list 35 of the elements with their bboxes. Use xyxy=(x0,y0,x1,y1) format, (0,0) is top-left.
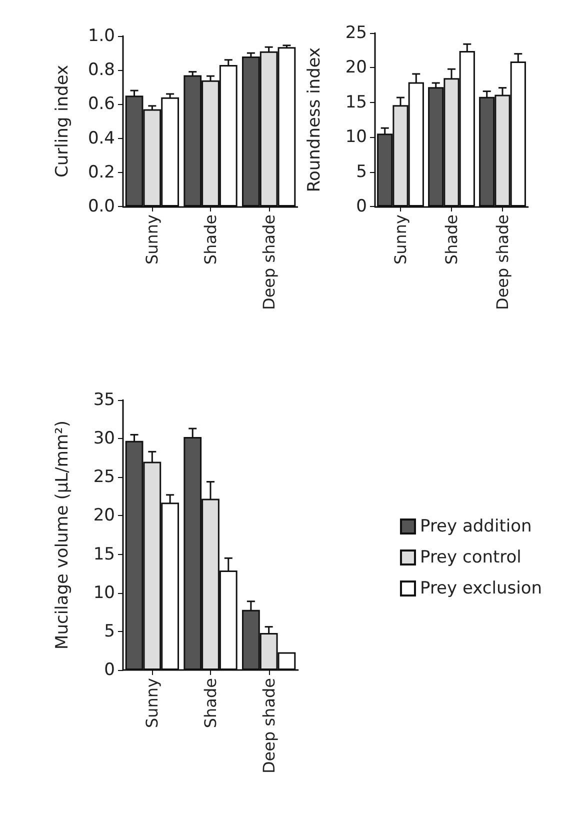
x-tick-label: Deep shade xyxy=(259,214,278,310)
x-tick-label: Sunny xyxy=(142,678,162,728)
y-tick-label: 0.2 xyxy=(88,162,115,182)
y-axis-title: Curling index xyxy=(52,64,72,178)
y-tick-label: 20 xyxy=(93,506,115,526)
y-tick-label: 15 xyxy=(93,544,115,564)
x-tick-label: Sunny xyxy=(391,214,410,265)
y-tick-label: 25 xyxy=(345,23,367,43)
y-tick-label: 10 xyxy=(345,127,367,148)
y-tick-label: 0.8 xyxy=(88,60,115,80)
x-tick-label: Shade xyxy=(201,214,220,265)
y-tick-label: 5 xyxy=(356,162,367,182)
x-tick-label: Deep shade xyxy=(493,214,512,310)
legend-label: Prey control xyxy=(420,548,522,568)
y-tick-label: 0.6 xyxy=(88,94,115,114)
y-tick-label: 20 xyxy=(345,58,367,78)
y-tick-label: 5 xyxy=(104,621,115,642)
x-tick-label: Sunny xyxy=(142,214,162,265)
legend-label: Prey addition xyxy=(420,516,532,536)
y-tick-label: 30 xyxy=(93,428,115,449)
x-tick-label: Shade xyxy=(442,214,461,265)
y-tick-label: 15 xyxy=(345,92,367,112)
x-tick-label: Shade xyxy=(201,678,220,728)
y-tick-label: 0.0 xyxy=(88,196,115,216)
y-axis-title: Roundness index xyxy=(304,47,324,192)
y-tick-label: 0 xyxy=(356,196,367,216)
y-axis-title: Mucilage volume (μL/mm²) xyxy=(52,420,72,650)
legend-label: Prey exclusion xyxy=(420,578,542,598)
y-tick-label: 25 xyxy=(93,467,115,488)
y-tick-label: 0 xyxy=(104,660,115,680)
y-tick-label: 10 xyxy=(93,582,115,603)
y-tick-label: 35 xyxy=(93,390,115,410)
y-tick-label: 1.0 xyxy=(88,26,115,46)
x-tick-label: Deep shade xyxy=(259,678,278,774)
y-tick-label: 0.4 xyxy=(88,128,115,148)
